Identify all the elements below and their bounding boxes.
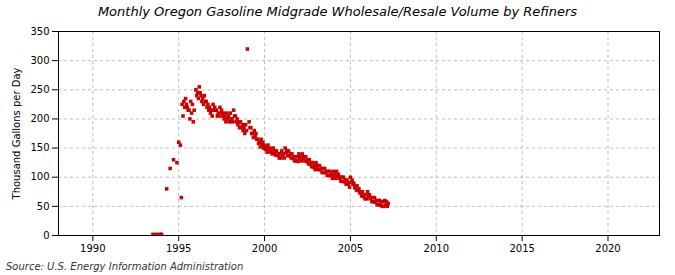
svg-text:2000: 2000 <box>252 243 277 254</box>
svg-text:0: 0 <box>43 230 49 241</box>
svg-text:150: 150 <box>30 142 49 153</box>
svg-text:200: 200 <box>30 113 49 124</box>
svg-text:2020: 2020 <box>595 243 620 254</box>
svg-text:50: 50 <box>37 201 50 212</box>
svg-text:350: 350 <box>30 26 49 37</box>
svg-text:300: 300 <box>30 55 49 66</box>
svg-text:250: 250 <box>30 84 49 95</box>
svg-text:100: 100 <box>30 171 49 182</box>
html-text:Monthly Oregon Gasoline Midgra: Monthly Oregon Gasoline Midgrade Wholesa… <box>97 4 578 19</box>
svg-text:2015: 2015 <box>509 243 534 254</box>
svg-text:1990: 1990 <box>80 243 105 254</box>
svg-text:Thousand Gallons per Day: Thousand Gallons per Day <box>11 67 22 200</box>
svg-text:2010: 2010 <box>424 243 449 254</box>
html-text:Source: U.S. Energy Informatio: Source: U.S. Energy Information Administ… <box>6 261 244 272</box>
svg-text:1995: 1995 <box>166 243 191 254</box>
svg-text:2005: 2005 <box>338 243 363 254</box>
